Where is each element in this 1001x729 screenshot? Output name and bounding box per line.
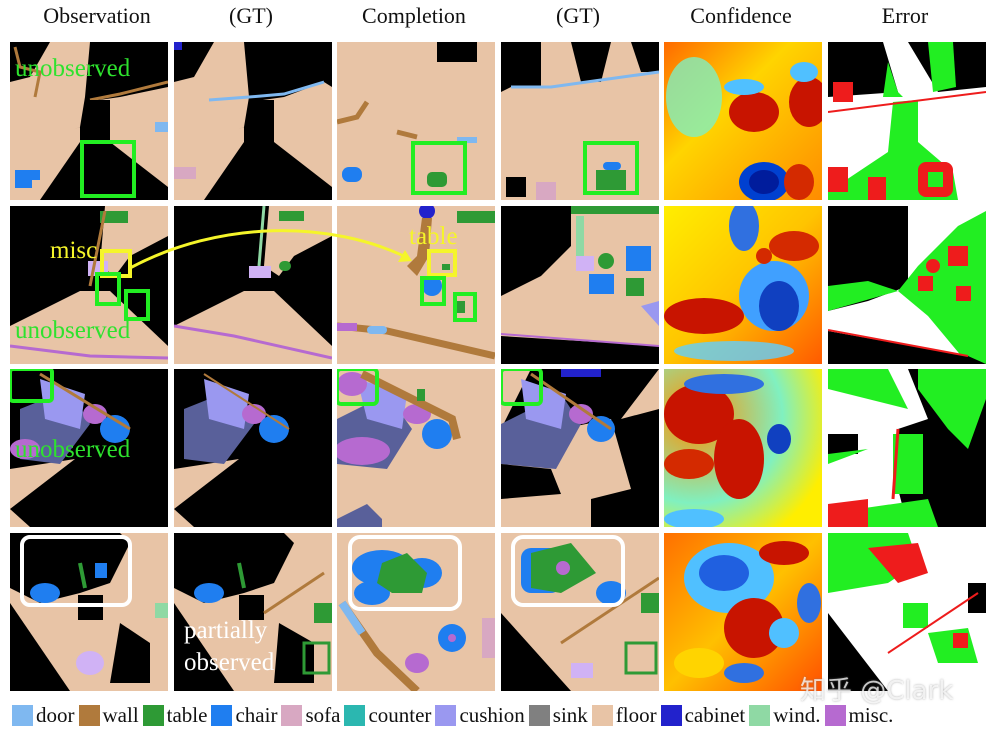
swatch-chair — [211, 704, 233, 726]
legend-label: sink — [552, 702, 588, 727]
panel-r4-confidence — [664, 533, 822, 691]
annotation-table: table — [409, 223, 458, 250]
legend-item-cabinet: cabinet — [660, 702, 746, 728]
panel-r2-observation-gt — [174, 206, 332, 364]
panel-r2-error — [828, 206, 986, 364]
panel-r3-completion-gt — [501, 369, 659, 527]
panel-r1-completion — [337, 42, 495, 200]
legend-label: chair — [235, 702, 278, 727]
swatch-counter — [344, 704, 366, 726]
swatch-wall — [78, 704, 100, 726]
legend-item-chair: chair — [211, 703, 277, 728]
column-header-completion-gt: (GT) — [556, 3, 600, 28]
legend-label: wall — [102, 702, 139, 727]
legend-item-counter: counter — [344, 703, 431, 728]
swatch-floor — [591, 704, 613, 726]
legend-item-sink: sink — [528, 702, 588, 728]
legend-label: wind. — [773, 702, 821, 727]
annotation-unobserved: unobserved — [15, 436, 131, 463]
annotation-unobserved: unobserved — [15, 55, 131, 82]
column-header-completion: Completion — [362, 3, 466, 28]
legend-item-wall: wall — [78, 702, 139, 728]
legend-label: cushion — [459, 702, 525, 727]
panel-r2-completion: table — [337, 206, 495, 364]
annotation-observed: observed — [184, 649, 275, 676]
legend-label: door — [36, 702, 75, 727]
panel-r2-observation: misc unobserved — [10, 206, 168, 364]
swatch-window — [749, 704, 771, 726]
panel-r1-completion-gt — [501, 42, 659, 200]
column-header-confidence: Confidence — [690, 3, 792, 28]
legend-item-sofa: sofa — [281, 703, 340, 728]
swatch-cabinet — [660, 704, 682, 726]
legend: door wall table chair sofa counter cushi… — [12, 703, 897, 727]
swatch-cushion — [435, 704, 457, 726]
annotation-misc: misc — [50, 237, 98, 264]
swatch-misc — [824, 704, 846, 726]
column-header-error: Error — [881, 3, 929, 28]
panel-r3-completion — [337, 369, 495, 527]
panel-r4-observation-gt: partially observed — [174, 533, 332, 691]
panel-r1-observation-gt — [174, 42, 332, 200]
swatch-door — [12, 704, 33, 726]
legend-label: cabinet — [684, 702, 746, 727]
legend-label: counter — [368, 702, 432, 727]
swatch-table — [142, 704, 164, 726]
panel-r3-error — [828, 369, 986, 527]
panel-r1-confidence — [664, 42, 822, 200]
panel-r4-completion-gt — [501, 533, 659, 691]
swatch-sink — [528, 704, 550, 726]
column-header-observation: Observation — [43, 3, 151, 28]
legend-label: floor — [615, 702, 657, 727]
legend-item-table: table — [142, 702, 208, 728]
panel-r2-completion-gt — [501, 206, 659, 364]
column-header-observation-gt: (GT) — [229, 3, 273, 28]
legend-label: table — [166, 702, 208, 727]
legend-item-floor: floor — [591, 702, 657, 728]
legend-item-cushion: cushion — [435, 702, 525, 728]
panel-r1-observation: unobserved — [10, 42, 168, 200]
panel-r1-error — [828, 42, 986, 200]
panel-r4-completion — [337, 533, 495, 691]
legend-item-window: wind. — [749, 702, 821, 728]
watermark: 知乎 @Clark — [800, 676, 954, 706]
panel-r4-error — [828, 533, 986, 691]
annotation-unobserved: unobserved — [15, 317, 131, 344]
legend-item-misc: misc. — [824, 702, 894, 728]
swatch-sofa — [281, 704, 303, 726]
annotation-partially: partially — [184, 617, 268, 644]
legend-label: sofa — [305, 702, 341, 727]
panel-r4-observation — [10, 533, 168, 691]
panel-r3-observation-gt — [174, 369, 332, 527]
panel-r2-confidence — [664, 206, 822, 364]
panel-r3-confidence — [664, 369, 822, 527]
legend-label: misc. — [848, 702, 894, 727]
panel-r3-observation: unobserved — [10, 369, 168, 527]
legend-item-door: door — [12, 703, 75, 728]
